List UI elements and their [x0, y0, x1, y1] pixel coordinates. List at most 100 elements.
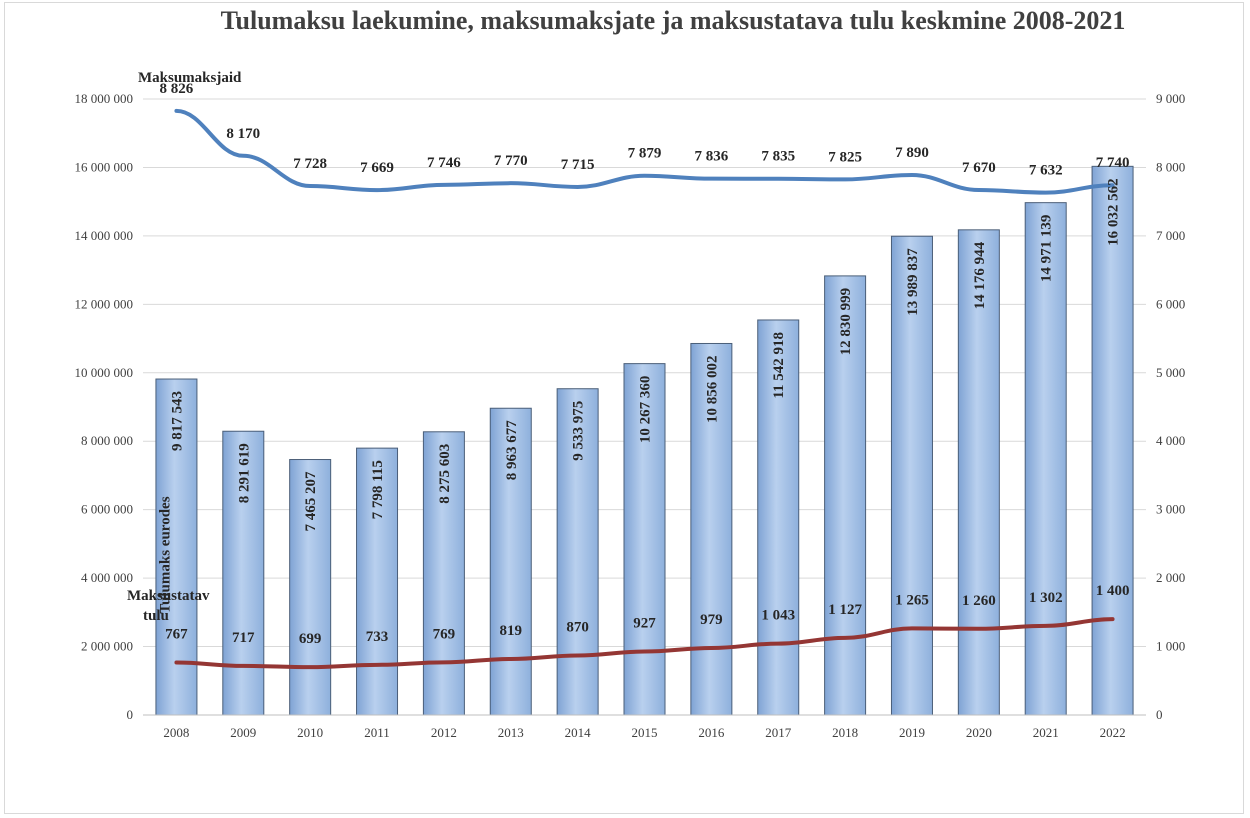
taxpayers-data-label: 7 879	[628, 146, 662, 162]
bar-data-label: 10 856 002	[704, 355, 720, 423]
taxpayers-data-label: 8 826	[160, 81, 194, 97]
axes: 0 2 000 000 4 000 000 6 000 000 8 000 000 10 …	[75, 91, 1186, 740]
taxable-income-data-label: 769	[433, 626, 456, 642]
taxpayers-data-label: 8 170	[226, 126, 260, 142]
bar	[957, 229, 1000, 716]
taxpayers-data-label: 7 728	[293, 156, 327, 172]
bar-data-label: 8 963 677	[504, 420, 520, 481]
taxpayers-data-label: 7 715	[561, 157, 595, 173]
left-axis-tick-label: 12 000 000	[75, 296, 134, 311]
bar-data-label: 8 291 619	[236, 443, 252, 503]
taxable-income-data-label: 1 127	[828, 602, 862, 618]
bar	[556, 388, 599, 716]
taxpayers-data-label: 7 670	[962, 160, 996, 176]
taxable-income-data-label: 767	[165, 627, 188, 643]
x-axis-tick-label: 2016	[698, 725, 725, 740]
taxpayers-data-label: 7 836	[694, 149, 728, 165]
taxable-income-data-label: 699	[299, 631, 322, 647]
bar	[155, 378, 198, 716]
left-axis-tick-label: 14 000 000	[75, 228, 134, 243]
taxable-income-data-label: 733	[366, 629, 389, 645]
right-axis-tick-label: 1 000	[1156, 639, 1185, 654]
x-axis-tick-label: 2014	[565, 725, 592, 740]
bar-data-label: 14 971 139	[1039, 215, 1055, 283]
taxpayers-data-label: 7 825	[828, 149, 862, 165]
bar-data-label: 9 533 975	[571, 401, 587, 461]
bar-data-label: 12 830 999	[838, 288, 854, 356]
right-axis-tick-label: 9 000	[1156, 91, 1185, 106]
taxable-income-data-label: 870	[566, 619, 589, 635]
x-axis-tick-label: 2011	[364, 725, 390, 740]
data-labels: 9 817 543 8 291 619 7 465 207 7 798 115 8 27…	[127, 70, 1129, 647]
chart-title: Tulumaksu laekumine, maksumaksjate ja ma…	[220, 6, 1126, 35]
taxpayers-data-label: 7 746	[427, 155, 461, 171]
x-axis-tick-label: 2009	[230, 725, 256, 740]
taxable-income-data-label: 1 043	[761, 608, 795, 624]
taxable-income-series-label: Maksustatav	[127, 588, 210, 604]
x-axis-tick-label: 2013	[498, 725, 524, 740]
taxpayers-data-label: 7 835	[761, 149, 795, 165]
x-axis-tick-label: 2018	[832, 725, 858, 740]
right-axis-tick-label: 5 000	[1156, 365, 1185, 380]
bar	[757, 319, 800, 716]
bar-data-label: 10 267 360	[638, 376, 654, 444]
x-axis-tick-label: 2010	[297, 725, 323, 740]
left-axis-tick-label: 6 000 000	[81, 502, 133, 517]
taxable-income-data-label: 979	[700, 612, 723, 628]
right-axis-tick-label: 2 000	[1156, 570, 1185, 585]
line-series	[174, 108, 1115, 670]
taxpayers-series-label: Maksumaksjaid	[138, 70, 242, 86]
right-axis-tick-label: 4 000	[1156, 433, 1185, 448]
left-axis-tick-label: 4 000 000	[81, 570, 133, 585]
taxpayers-data-label: 7 770	[494, 153, 528, 169]
taxpayers-data-label: 7 632	[1029, 163, 1063, 179]
bar	[890, 235, 933, 716]
x-axis-tick-label: 2019	[899, 725, 925, 740]
taxpayers-data-label: 7 740	[1096, 155, 1130, 171]
x-axis-tick-label: 2017	[765, 725, 792, 740]
taxable-income-data-label: 927	[633, 616, 656, 632]
taxpayers-data-label: 7 669	[360, 160, 394, 176]
bar	[1091, 165, 1134, 716]
bar-data-label: 16 032 562	[1106, 178, 1122, 246]
left-axis-tick-label: 10 000 000	[75, 365, 134, 380]
right-axis-tick-label: 7 000	[1156, 228, 1185, 243]
right-axis-tick-label: 6 000	[1156, 296, 1185, 311]
x-axis-tick-label: 2021	[1033, 725, 1059, 740]
bar-data-label: 8 275 603	[437, 444, 453, 504]
left-axis-tick-label: 8 000 000	[81, 433, 133, 448]
bar-data-label: 9 817 543	[169, 391, 185, 451]
left-axis-tick-label: 18 000 000	[75, 91, 134, 106]
x-axis-tick-label: 2015	[632, 725, 658, 740]
bar-data-label: 7 798 115	[370, 460, 386, 519]
bar-data-label: 11 542 918	[771, 332, 787, 399]
x-axis-tick-label: 2008	[163, 725, 189, 740]
left-axis-tick-label: 2 000 000	[81, 639, 133, 654]
bar	[824, 275, 867, 716]
bar-data-label: 14 176 944	[972, 241, 988, 309]
bar	[356, 447, 399, 716]
bar	[1024, 202, 1067, 716]
right-axis-tick-label: 0	[1156, 707, 1163, 722]
bar-data-label: 13 989 837	[905, 248, 921, 316]
bar	[623, 363, 666, 716]
taxable-income-data-label: 717	[232, 630, 255, 646]
bar-data-label: 7 465 207	[303, 471, 319, 532]
left-axis-tick-label: 16 000 000	[75, 159, 134, 174]
taxable-income-data-label: 1 302	[1029, 590, 1063, 606]
taxable-income-line	[174, 617, 1115, 670]
x-axis-tick-label: 2012	[431, 725, 457, 740]
bar	[690, 342, 733, 716]
taxable-income-data-label: 1 260	[962, 593, 996, 609]
right-axis-tick-label: 8 000	[1156, 159, 1185, 174]
taxpayers-data-label: 7 890	[895, 145, 929, 161]
taxpayers-line	[174, 108, 1115, 195]
x-axis-tick-label: 2022	[1100, 725, 1126, 740]
taxable-income-data-label: 1 265	[895, 592, 929, 608]
taxable-income-data-label: 1 400	[1096, 583, 1130, 599]
x-axis-tick-label: 2020	[966, 725, 992, 740]
bar	[489, 407, 532, 716]
taxable-income-series-label-line2: tulu	[143, 608, 169, 624]
right-axis-tick-label: 3 000	[1156, 502, 1185, 517]
